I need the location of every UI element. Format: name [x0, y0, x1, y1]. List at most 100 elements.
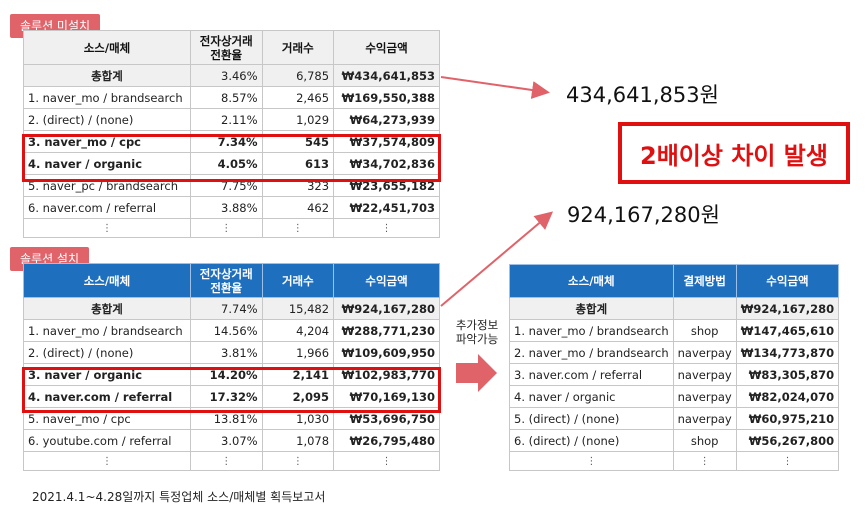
- col-revenue: 수익금액: [735, 264, 840, 298]
- cell: ₩56,267,800: [735, 429, 840, 452]
- col-conversion-rate: 전자상거래 전환율: [189, 30, 263, 65]
- cell: ⋮: [261, 451, 335, 471]
- table-before: 소스/매체 전자상거래 전환율 거래수 수익금액 총합계 3.46% 6,785…: [23, 30, 440, 238]
- cell: naverpay: [672, 363, 737, 386]
- table-row: 4. naver / organic naverpay ₩82,024,070: [509, 385, 840, 408]
- col-revenue: 수익금액: [333, 30, 440, 65]
- cell: ₩134,773,870: [735, 341, 840, 364]
- footnote: 2021.4.1~4.28일까지 특정업체 소스/매체별 획득보고서: [32, 490, 326, 504]
- col-revenue: 수익금액: [333, 263, 440, 298]
- additional-info-label: 추가정보 파악가능: [455, 318, 499, 346]
- table-row-total: 총합계 ₩924,167,280: [509, 297, 840, 320]
- cell: 3.88%: [189, 196, 263, 219]
- cell: 1. naver_mo / brandsearch: [509, 319, 674, 342]
- cell: ₩64,273,939: [333, 108, 440, 131]
- cell: shop: [672, 429, 737, 452]
- block-arrow-right: [456, 354, 497, 392]
- cell: 2. naver_mo / brandsearch: [509, 341, 674, 364]
- cell: 4. naver / organic: [509, 385, 674, 408]
- cell: ⋮: [23, 218, 191, 238]
- cell: 6. youtube.com / referral: [23, 429, 191, 452]
- cell: 총합계: [509, 297, 674, 320]
- cell: naverpay: [672, 385, 737, 408]
- table-row: 2. naver_mo / brandsearch naverpay ₩134,77…: [509, 341, 840, 364]
- table-payment-method: 소스/매체 결제방법 수익금액 총합계 ₩924,167,280 1. nave…: [509, 264, 840, 471]
- table-row-total: 총합계 3.46% 6,785 ₩434,641,853: [23, 64, 440, 87]
- col-conversion-rate: 전자상거래 전환율: [189, 263, 263, 298]
- cell: 2,465: [261, 86, 335, 109]
- col-transactions: 거래수: [261, 30, 335, 65]
- cell: naverpay: [672, 341, 737, 364]
- cell: shop: [672, 319, 737, 342]
- cell: 3.81%: [189, 341, 263, 364]
- cell: 4. naver / organic: [23, 152, 191, 175]
- cell: ⋮: [735, 451, 840, 471]
- cell: ₩83,305,870: [735, 363, 840, 386]
- cell: ₩434,641,853: [333, 64, 440, 87]
- cell: naverpay: [672, 407, 737, 430]
- cell: 2. (direct) / (none): [23, 108, 191, 131]
- cell: 6,785: [261, 64, 335, 87]
- cell: 총합계: [23, 64, 191, 87]
- cell: 1. naver_mo / brandsearch: [23, 86, 191, 109]
- cell: 1. naver_mo / brandsearch: [23, 319, 191, 342]
- cell: ⋮: [189, 451, 263, 471]
- cell: ₩109,609,950: [333, 341, 440, 364]
- cell: 15,482: [261, 297, 335, 320]
- col-transactions: 거래수: [261, 263, 335, 298]
- cell: 4. naver.com / referral: [23, 385, 191, 408]
- amount-after: 924,167,280원: [567, 203, 720, 227]
- table-row: 6. (direct) / (none) shop ₩56,267,800: [509, 429, 840, 452]
- cell: 8.57%: [189, 86, 263, 109]
- highlight-box-before: [22, 134, 441, 182]
- cell: ₩169,550,388: [333, 86, 440, 109]
- cell: 3.46%: [189, 64, 263, 87]
- table-row: 2. (direct) / (none) 3.81% 1,966 ₩109,609,9…: [23, 341, 440, 364]
- cell: 6. naver.com / referral: [23, 196, 191, 219]
- highlight-box-after: [22, 367, 441, 413]
- amount-before: 434,641,853원: [566, 83, 719, 107]
- cell: ⋮: [189, 218, 263, 238]
- table-row: 1. naver_mo / brandsearch shop ₩147,465,61…: [509, 319, 840, 342]
- col-source-medium: 소스/매체: [23, 263, 191, 298]
- difference-callout: 2배이상 차이 발생: [618, 122, 850, 184]
- cell: ⋮: [23, 451, 191, 471]
- cell: 1,029: [261, 108, 335, 131]
- cell: ₩924,167,280: [735, 297, 840, 320]
- cell: 1,966: [261, 341, 335, 364]
- cell: 6. (direct) / (none): [509, 429, 674, 452]
- cell: 4,204: [261, 319, 335, 342]
- cell: 2. (direct) / (none): [23, 341, 191, 364]
- cell: 2,095: [261, 385, 335, 408]
- cell: ₩288,771,230: [333, 319, 440, 342]
- cell: 462: [261, 196, 335, 219]
- cell: 총합계: [23, 297, 191, 320]
- table-row-ellipsis: ⋮ ⋮ ⋮: [509, 451, 840, 471]
- cell: ⋮: [333, 218, 440, 238]
- cell: ⋮: [509, 451, 674, 471]
- table-row: 1. naver_mo / brandsearch 8.57% 2,465 ₩169,…: [23, 86, 440, 109]
- cell: ⋮: [261, 218, 335, 238]
- table-row: 1. naver_mo / brandsearch 14.56% 4,204 ₩288…: [23, 319, 440, 342]
- cell: [672, 297, 737, 320]
- cell: 1,078: [261, 429, 335, 452]
- col-payment-method: 결제방법: [672, 264, 737, 298]
- cell: ₩60,975,210: [735, 407, 840, 430]
- table-row: 5. (direct) / (none) naverpay ₩60,975,210: [509, 407, 840, 430]
- cell: 14.56%: [189, 319, 263, 342]
- cell: 3.07%: [189, 429, 263, 452]
- table-row-ellipsis: ⋮ ⋮ ⋮ ⋮: [23, 451, 440, 471]
- table-row-total: 총합계 7.74% 15,482 ₩924,167,280: [23, 297, 440, 320]
- cell: 5. (direct) / (none): [509, 407, 674, 430]
- cell: 7.74%: [189, 297, 263, 320]
- col-source-medium: 소스/매체: [509, 264, 674, 298]
- cell: ₩70,169,130: [333, 385, 440, 408]
- table-row: 6. naver.com / referral 3.88% 462 ₩22,451,7…: [23, 196, 440, 219]
- table-row: 2. (direct) / (none) 2.11% 1,029 ₩64,273,93…: [23, 108, 440, 131]
- table-row: 6. youtube.com / referral 3.07% 1,078 ₩26,7…: [23, 429, 440, 452]
- cell: ₩22,451,703: [333, 196, 440, 219]
- cell: ₩924,167,280: [333, 297, 440, 320]
- arrow-to-before-amount: [440, 76, 550, 99]
- cell: 3. naver.com / referral: [509, 363, 674, 386]
- cell: ₩82,024,070: [735, 385, 840, 408]
